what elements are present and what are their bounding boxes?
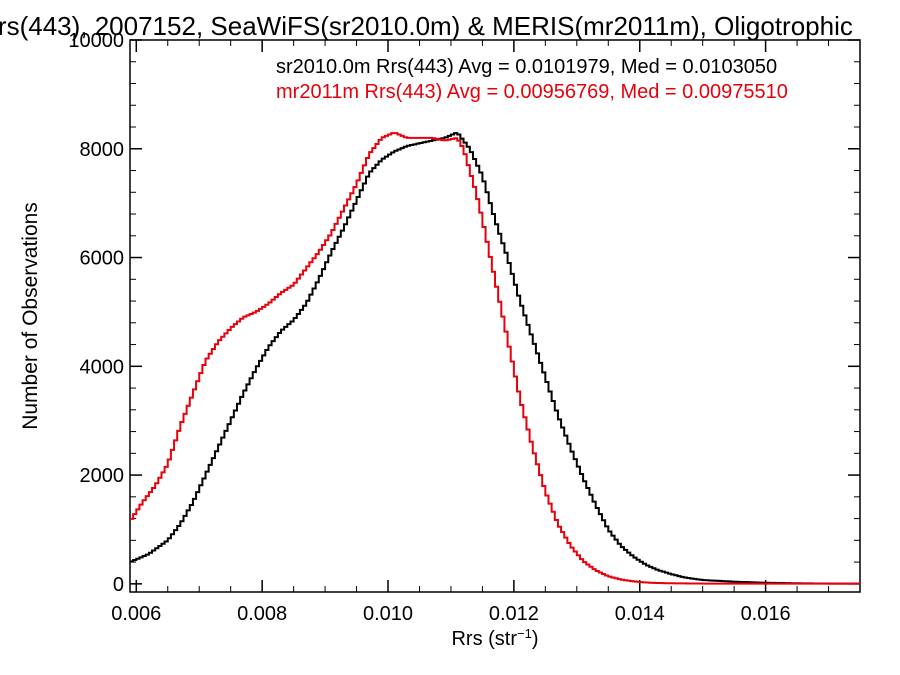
- y-axis-label: Number of Observations: [19, 202, 42, 430]
- series-line-sr2010.0m: [130, 132, 860, 585]
- x-tick-label: 0.016: [741, 603, 791, 625]
- x-axis-label-superscript: −1: [517, 626, 532, 641]
- x-axis-label-main: Rrs (str: [451, 628, 517, 650]
- legend-entry-sr2010: sr2010.0m Rrs(443) Avg = 0.0101979, Med …: [276, 56, 777, 78]
- series-group: [130, 132, 860, 585]
- x-tick-label: 0.006: [111, 603, 161, 625]
- y-tick-label: 6000: [80, 248, 125, 270]
- x-axis-label-close: ): [532, 628, 539, 650]
- x-tick-label: 0.010: [363, 603, 413, 625]
- y-tick-label: 0: [113, 574, 124, 596]
- y-tick-label: 2000: [80, 465, 125, 487]
- chart-title: Rrs(443), 2007152, SeaWiFS(sr2010.0m) & …: [0, 11, 853, 41]
- x-tick-label: 0.012: [489, 603, 539, 625]
- y-tick-label: 8000: [80, 139, 125, 161]
- plot-frame: [129, 39, 861, 593]
- x-axis-label: Rrs (str−1): [451, 626, 538, 651]
- y-tick-label: 10000: [68, 30, 124, 52]
- series-line-mr2011m: [130, 132, 860, 585]
- y-axis: 0 2000 4000 6000 8000 10000: [68, 30, 860, 596]
- x-axis: 0.006 0.008 0.010 0.012 0.014 0.016: [111, 40, 861, 625]
- y-tick-label: 4000: [80, 356, 125, 378]
- legend-entry-mr2011: mr2011m Rrs(443) Avg = 0.00956769, Med =…: [276, 81, 788, 103]
- x-tick-label: 0.008: [237, 603, 287, 625]
- x-tick-label: 0.014: [615, 603, 665, 625]
